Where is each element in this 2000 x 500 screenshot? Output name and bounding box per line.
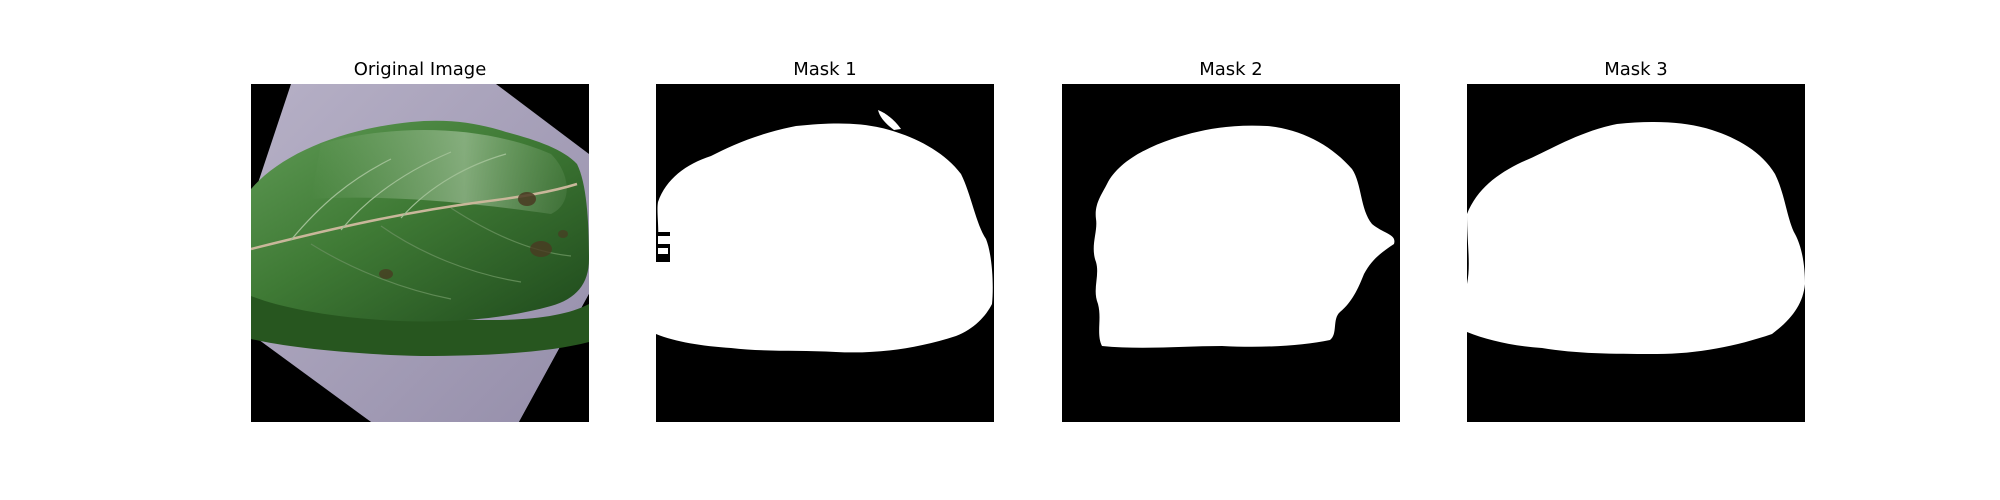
mask-1-image [656,84,994,422]
leaf-spot [558,230,568,238]
mask-3-region [1467,122,1805,354]
mask-3-image [1467,84,1805,422]
mask-3-title: Mask 3 [1604,59,1668,80]
mask-2-region [1093,125,1395,348]
leaf-spot [518,192,536,206]
mask-2-panel [1062,84,1400,422]
leaf-spot [379,269,393,279]
leaf-midrib [251,182,578,251]
mask-3-panel [1467,84,1805,422]
original-image-panel [251,84,589,422]
mask-1-region [656,123,993,353]
leaf-spot [530,241,552,257]
mask-1-panel [656,84,994,422]
mask-1-title: Mask 1 [793,59,857,80]
leaf-photo [251,84,589,422]
mask-2-image [1062,84,1400,422]
mask-2-title: Mask 2 [1199,59,1263,80]
original-image-title: Original Image [353,59,487,80]
